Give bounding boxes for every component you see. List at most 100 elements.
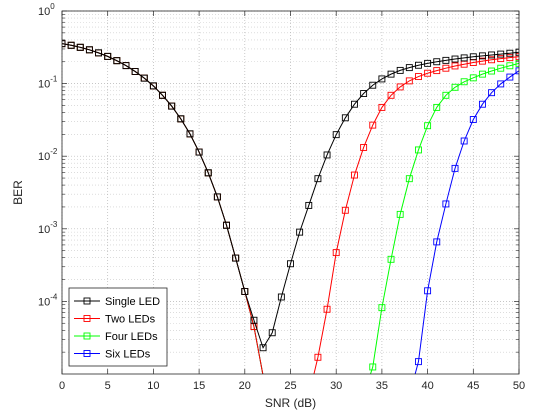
data-point-six-leds	[424, 287, 432, 295]
x-tick-label: 15	[193, 380, 205, 392]
data-point-single-led	[351, 100, 358, 108]
legend-label-single-led: Single LED	[105, 296, 160, 308]
data-point-single-led	[387, 70, 395, 78]
y-tick-exponent: -2	[50, 147, 58, 156]
data-point-four-leds	[469, 74, 477, 82]
data-point-four-leds	[515, 59, 519, 67]
data-point-single-led	[67, 41, 75, 49]
y-tick-exponent: -3	[50, 220, 58, 229]
data-point-single-led	[104, 52, 112, 60]
data-point-two-leds	[323, 305, 331, 313]
legend-label-six-leds: Six LEDs	[105, 349, 151, 361]
data-point-two-leds	[378, 103, 386, 111]
x-axis-label: SNR (dB)	[265, 396, 316, 410]
data-point-single-led	[451, 55, 459, 63]
data-point-two-leds	[451, 62, 459, 70]
y-tick-exponent: -4	[50, 292, 58, 301]
data-point-four-leds	[433, 103, 441, 111]
data-point-six-leds	[478, 100, 486, 108]
legend-label-four-leds: Four LEDs	[105, 331, 158, 343]
x-tick-label: 35	[376, 380, 388, 392]
data-point-single-led	[296, 228, 304, 236]
data-point-single-led	[305, 201, 313, 209]
data-point-six-leds	[497, 80, 505, 88]
y-axis-label: BER	[11, 180, 25, 205]
x-tick-label: 30	[330, 380, 342, 392]
data-point-single-led	[140, 74, 148, 82]
data-point-single-led	[204, 169, 212, 177]
data-point-single-led	[213, 193, 221, 201]
data-point-six-leds	[451, 164, 459, 172]
data-point-four-leds	[415, 146, 422, 154]
x-tick-label: 5	[105, 380, 111, 392]
data-point-two-leds	[387, 91, 395, 99]
data-point-six-leds	[442, 200, 450, 208]
data-point-two-leds	[488, 56, 496, 64]
data-point-four-leds	[478, 70, 486, 78]
legend-entries: Single LED Two LEDs Four LEDs Six LEDs	[74, 296, 160, 361]
data-point-two-leds	[360, 143, 368, 151]
data-point-single-led	[277, 293, 285, 301]
data-point-single-led	[442, 56, 450, 64]
data-point-single-led	[506, 49, 514, 57]
data-point-single-led	[341, 114, 349, 122]
data-point-two-leds	[351, 171, 358, 179]
data-point-six-leds	[469, 116, 477, 123]
data-point-two-leds	[405, 77, 413, 85]
data-point-single-led	[469, 53, 477, 61]
data-point-two-leds	[433, 67, 441, 75]
data-point-two-leds	[369, 121, 377, 129]
x-tick-label: 10	[147, 380, 159, 392]
data-point-four-leds	[396, 210, 404, 218]
data-point-single-led	[396, 66, 404, 74]
data-point-four-leds	[488, 67, 496, 75]
data-point-single-led	[195, 148, 203, 156]
data-point-six-leds	[515, 67, 519, 75]
data-point-four-leds	[424, 122, 432, 130]
data-point-single-led	[168, 102, 176, 110]
data-point-single-led	[259, 344, 267, 352]
x-tick-label: 45	[467, 380, 479, 392]
data-point-single-led	[76, 43, 84, 51]
legend-label-two-leds: Two LEDs	[105, 314, 156, 326]
data-point-four-leds	[369, 363, 377, 371]
x-tick-label: 25	[284, 380, 296, 392]
y-tick-exponent: -1	[50, 75, 58, 84]
data-point-single-led	[149, 82, 157, 90]
data-point-single-led	[95, 49, 103, 57]
data-point-two-leds	[478, 57, 486, 65]
legend-marker-two-leds	[83, 315, 91, 322]
data-point-two-leds	[341, 206, 349, 214]
data-point-single-led	[122, 62, 130, 70]
axis-ticks	[61, 10, 520, 374]
data-point-single-led	[369, 81, 377, 89]
y-tick-exponent: 0	[50, 2, 55, 11]
data-point-single-led	[332, 131, 340, 139]
data-point-single-led	[241, 288, 249, 295]
x-tick-label: 20	[239, 380, 251, 392]
data-point-four-leds	[460, 78, 468, 86]
data-point-two-leds	[515, 53, 519, 61]
data-point-single-led	[415, 61, 422, 69]
x-tick-label: 0	[59, 380, 65, 392]
data-point-single-led	[186, 130, 194, 138]
data-point-single-led	[497, 50, 505, 58]
data-point-single-led	[131, 68, 139, 75]
data-point-two-leds	[497, 55, 505, 63]
data-point-single-led	[177, 115, 185, 123]
data-point-four-leds	[387, 255, 395, 263]
data-point-single-led	[378, 75, 386, 83]
data-point-two-leds	[396, 83, 404, 91]
data-point-single-led	[433, 58, 441, 66]
data-point-two-leds	[332, 249, 340, 257]
data-point-single-led	[478, 52, 486, 60]
data-point-single-led	[113, 57, 121, 65]
legend-marker-single-led	[83, 297, 91, 305]
data-point-single-led	[314, 175, 322, 183]
data-point-single-led	[85, 46, 93, 54]
data-point-two-leds	[506, 54, 514, 62]
data-point-six-leds	[415, 358, 422, 366]
data-point-two-leds	[415, 73, 422, 81]
legend-marker-four-leds	[83, 332, 91, 340]
data-point-single-led	[460, 54, 468, 62]
